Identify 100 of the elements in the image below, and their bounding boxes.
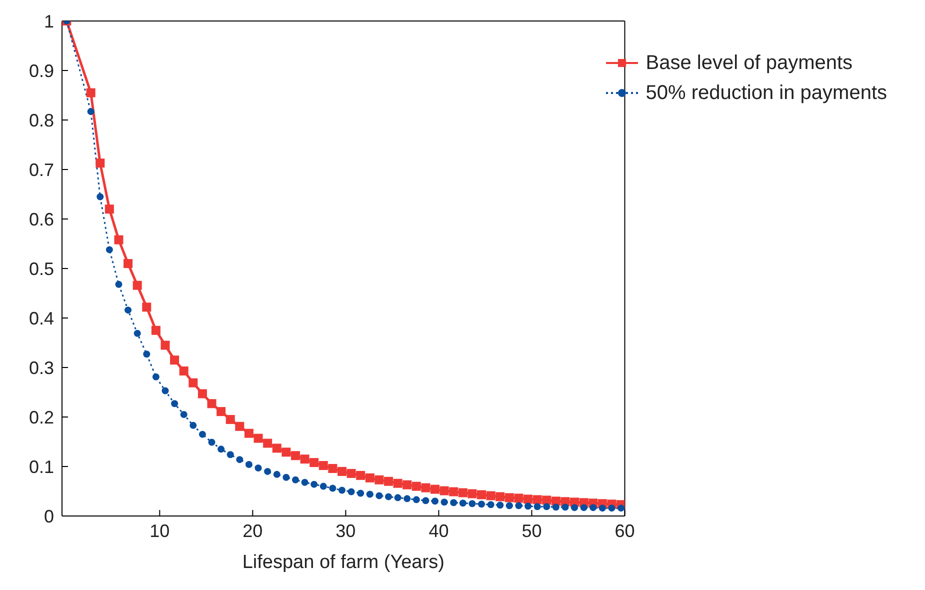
- point: [282, 448, 291, 457]
- point: [459, 500, 466, 507]
- point: [514, 494, 524, 503]
- point: [337, 466, 346, 476]
- point: [412, 482, 421, 491]
- point: [87, 108, 94, 116]
- point: [506, 502, 513, 510]
- point: [236, 456, 244, 464]
- point: [608, 504, 616, 512]
- y-tick-label: 0.3: [28, 358, 54, 378]
- point: [244, 428, 254, 438]
- x-tick-label: 20: [242, 520, 263, 541]
- point: [328, 464, 338, 473]
- point: [440, 498, 448, 506]
- point: [618, 504, 625, 512]
- point: [320, 482, 327, 490]
- point: [449, 487, 458, 496]
- point: [504, 493, 514, 502]
- point: [142, 302, 152, 312]
- point: [532, 495, 542, 504]
- point: [422, 497, 430, 504]
- point: [487, 501, 494, 508]
- x-tick-label: 40: [428, 520, 449, 541]
- point: [207, 399, 216, 408]
- point: [376, 492, 383, 500]
- point: [264, 468, 272, 475]
- point: [180, 411, 188, 418]
- point: [393, 478, 402, 488]
- y-tick-label: 0.5: [28, 258, 54, 279]
- point: [106, 246, 113, 254]
- point: [440, 486, 449, 496]
- point: [458, 488, 468, 498]
- point: [348, 488, 355, 496]
- point: [301, 478, 308, 486]
- point: [216, 407, 226, 416]
- point: [114, 235, 124, 244]
- point: [160, 340, 170, 350]
- point: [515, 502, 522, 510]
- point: [226, 451, 234, 458]
- y-tick-label: 1: [44, 11, 54, 32]
- point: [338, 486, 346, 494]
- point: [226, 414, 235, 424]
- point: [96, 158, 105, 168]
- point: [86, 88, 96, 98]
- point: [542, 496, 552, 505]
- point: [218, 446, 225, 453]
- point: [477, 490, 486, 500]
- y-tick-label: 0: [44, 506, 54, 526]
- point: [171, 400, 178, 408]
- y-tick-label: 0.2: [28, 407, 54, 428]
- point: [310, 458, 319, 468]
- point: [468, 500, 476, 508]
- point: [115, 280, 122, 288]
- point: [478, 500, 486, 508]
- legend-label: Base level of payments: [646, 51, 853, 76]
- point: [151, 326, 160, 335]
- y-tick-label: 0.6: [28, 209, 54, 230]
- point: [562, 504, 569, 511]
- y-tick-label: 0.9: [28, 60, 54, 81]
- point: [104, 204, 114, 214]
- point: [598, 504, 606, 512]
- point: [310, 480, 318, 488]
- point: [421, 483, 430, 492]
- y-tick-label: 0.1: [28, 456, 54, 477]
- point: [468, 489, 477, 498]
- point: [357, 490, 364, 497]
- point: [384, 493, 392, 500]
- point: [124, 306, 132, 314]
- point: [245, 461, 252, 468]
- point: [346, 468, 356, 478]
- x-tick-label: 50: [522, 520, 542, 541]
- x-axis-title: Lifespan of farm (Years): [242, 552, 444, 573]
- point: [524, 494, 533, 504]
- point: [134, 330, 141, 337]
- y-tick-label: 0.7: [28, 160, 54, 180]
- point: [179, 366, 188, 376]
- point: [132, 280, 142, 290]
- point: [292, 476, 299, 484]
- point: [580, 504, 588, 512]
- legend-label: 50% reduction in payments: [646, 81, 887, 106]
- point: [430, 484, 440, 494]
- point: [263, 438, 272, 448]
- point: [496, 492, 505, 502]
- point: [431, 498, 438, 505]
- point: [384, 476, 393, 486]
- point: [152, 373, 160, 380]
- y-tick-label: 0.4: [28, 308, 54, 328]
- point: [254, 434, 263, 443]
- point: [162, 387, 169, 394]
- point: [188, 378, 198, 388]
- point: [318, 461, 328, 470]
- point: [534, 503, 541, 510]
- point: [282, 474, 290, 481]
- point: [300, 454, 310, 464]
- point: [571, 504, 578, 512]
- point: [143, 350, 150, 358]
- x-tick-label: 60: [614, 520, 635, 541]
- point: [404, 495, 411, 502]
- point: [450, 499, 458, 506]
- point: [394, 494, 402, 502]
